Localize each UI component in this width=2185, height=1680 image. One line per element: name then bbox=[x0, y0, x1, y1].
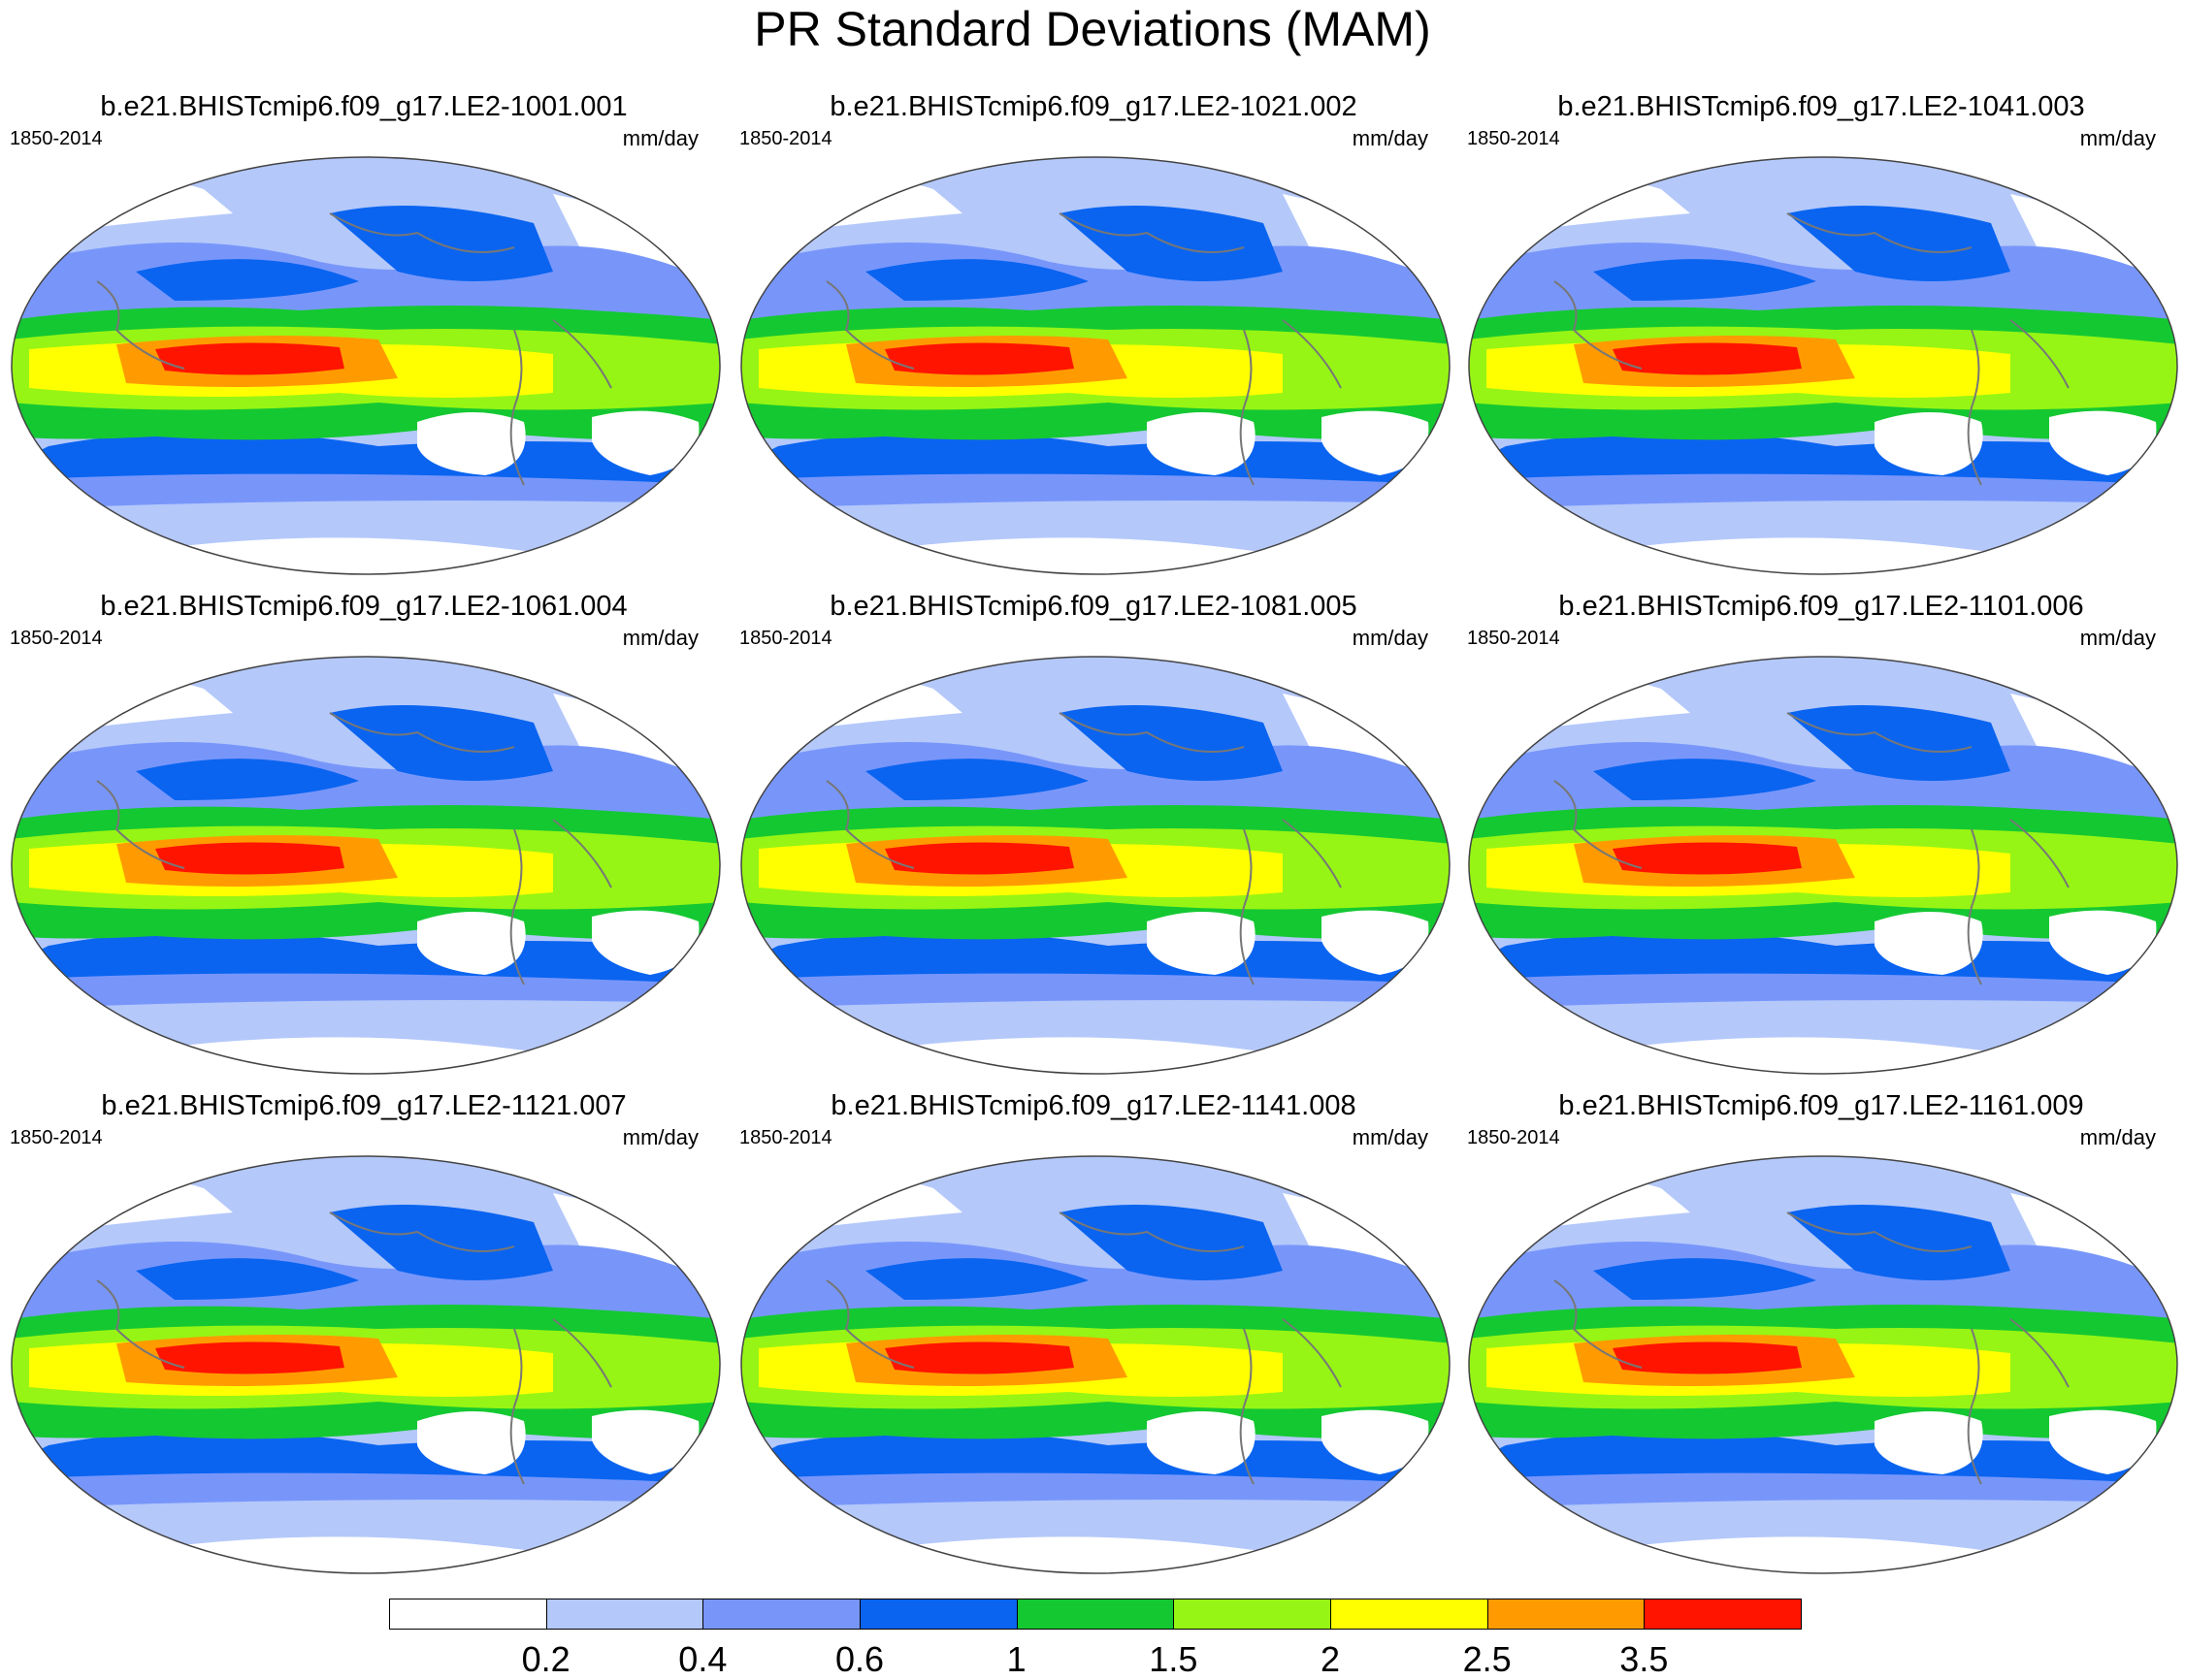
colorbar-box bbox=[1330, 1599, 1488, 1630]
colorbar bbox=[389, 1599, 1802, 1632]
colorbar-tick-label: 0.2 bbox=[521, 1639, 571, 1679]
map-panel: b.e21.BHISTcmip6.f09_g17.LE2-1101.006 18… bbox=[1457, 587, 2185, 1082]
map-panel: b.e21.BHISTcmip6.f09_g17.LE2-1001.001 18… bbox=[0, 87, 728, 582]
panel-period: 1850-2014 bbox=[10, 628, 103, 649]
colorbar-box bbox=[1173, 1599, 1331, 1630]
figure-title: PR Standard Deviations (MAM) bbox=[754, 2, 1431, 56]
colorbar-tick-label: 2.5 bbox=[1462, 1639, 1512, 1679]
precip-map bbox=[740, 156, 1451, 575]
colorbar-box bbox=[545, 1599, 704, 1630]
panel-period: 1850-2014 bbox=[739, 128, 832, 149]
colorbar-tick-label: 2 bbox=[1320, 1639, 1341, 1679]
colorbar-box bbox=[1016, 1599, 1175, 1630]
panel-title: b.e21.BHISTcmip6.f09_g17.LE2-1041.003 bbox=[1557, 91, 2085, 122]
panel-units: mm/day bbox=[1352, 126, 1428, 150]
precip-map bbox=[740, 656, 1451, 1075]
panel-period: 1850-2014 bbox=[739, 628, 832, 649]
precip-map bbox=[1468, 656, 2178, 1075]
panel-units: mm/day bbox=[2079, 1125, 2156, 1149]
panel-units: mm/day bbox=[2079, 626, 2156, 650]
colorbar-box bbox=[1644, 1599, 1802, 1630]
colorbar-tick-label: 1 bbox=[1006, 1639, 1027, 1679]
colorbar-box bbox=[702, 1599, 861, 1630]
panel-title: b.e21.BHISTcmip6.f09_g17.LE2-1161.009 bbox=[1558, 1090, 2084, 1121]
panel-units: mm/day bbox=[622, 126, 699, 150]
colorbar-box bbox=[1486, 1599, 1646, 1630]
panel-period: 1850-2014 bbox=[10, 128, 103, 149]
map-panel: b.e21.BHISTcmip6.f09_g17.LE2-1081.005 18… bbox=[730, 587, 1457, 1082]
panel-units: mm/day bbox=[622, 1125, 699, 1149]
panel-units: mm/day bbox=[1352, 626, 1428, 650]
precip-map bbox=[1468, 156, 2178, 575]
panel-units: mm/day bbox=[622, 626, 699, 650]
panel-period: 1850-2014 bbox=[739, 1127, 832, 1148]
precip-map bbox=[11, 156, 721, 575]
map-panel: b.e21.BHISTcmip6.f09_g17.LE2-1021.002 18… bbox=[730, 87, 1457, 582]
map-panel: b.e21.BHISTcmip6.f09_g17.LE2-1061.004 18… bbox=[0, 587, 728, 1082]
panel-period: 1850-2014 bbox=[10, 1127, 103, 1148]
panel-period: 1850-2014 bbox=[1467, 128, 1560, 149]
panel-title: b.e21.BHISTcmip6.f09_g17.LE2-1101.006 bbox=[1558, 591, 2084, 622]
panel-units: mm/day bbox=[1352, 1125, 1428, 1149]
precip-map bbox=[1468, 1155, 2178, 1574]
colorbar-tick-label: 0.6 bbox=[834, 1639, 885, 1679]
precip-map bbox=[11, 1155, 721, 1574]
colorbar-tick-label: 0.4 bbox=[678, 1639, 728, 1679]
precip-map bbox=[740, 1155, 1451, 1574]
panel-title: b.e21.BHISTcmip6.f09_g17.LE2-1021.002 bbox=[830, 91, 1357, 122]
panel-title: b.e21.BHISTcmip6.f09_g17.LE2-1141.008 bbox=[831, 1090, 1356, 1121]
panel-title: b.e21.BHISTcmip6.f09_g17.LE2-1081.005 bbox=[830, 591, 1357, 622]
precip-map bbox=[11, 656, 721, 1075]
panel-period: 1850-2014 bbox=[1467, 1127, 1560, 1148]
map-panel: b.e21.BHISTcmip6.f09_g17.LE2-1041.003 18… bbox=[1457, 87, 2185, 582]
panel-units: mm/day bbox=[2079, 126, 2156, 150]
map-panel: b.e21.BHISTcmip6.f09_g17.LE2-1141.008 18… bbox=[730, 1086, 1457, 1581]
map-panel: b.e21.BHISTcmip6.f09_g17.LE2-1161.009 18… bbox=[1457, 1086, 2185, 1581]
colorbar-tick-label: 1.5 bbox=[1149, 1639, 1198, 1679]
panel-period: 1850-2014 bbox=[1467, 628, 1560, 649]
colorbar-tick-label: 3.5 bbox=[1619, 1639, 1669, 1679]
panel-title: b.e21.BHISTcmip6.f09_g17.LE2-1061.004 bbox=[100, 591, 628, 622]
colorbar-box bbox=[860, 1599, 1018, 1630]
panel-title: b.e21.BHISTcmip6.f09_g17.LE2-1121.007 bbox=[101, 1090, 627, 1121]
map-panel: b.e21.BHISTcmip6.f09_g17.LE2-1121.007 18… bbox=[0, 1086, 728, 1581]
panel-title: b.e21.BHISTcmip6.f09_g17.LE2-1001.001 bbox=[100, 91, 628, 122]
colorbar-box bbox=[389, 1599, 547, 1630]
